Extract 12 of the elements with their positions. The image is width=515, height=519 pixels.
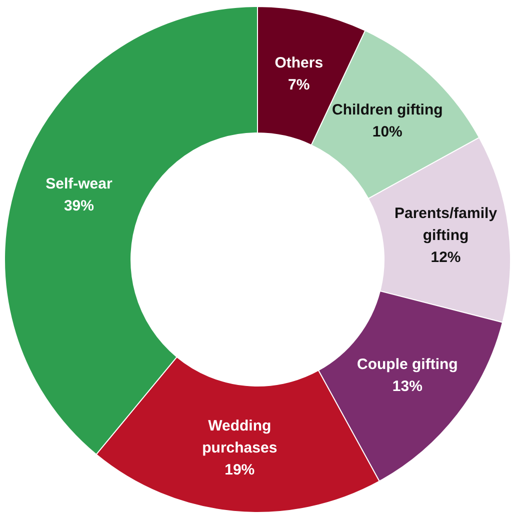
data-label: 7% — [288, 76, 310, 94]
slice-label: Parents/family gifting — [394, 204, 498, 244]
slice-label: Others — [274, 54, 324, 72]
slice-label: Wedding purchases — [202, 418, 278, 457]
data-label: 19% — [224, 462, 255, 479]
data-label: 13% — [392, 378, 422, 395]
slice-label: Couple gifting — [357, 356, 458, 373]
data-label: 39% — [64, 197, 94, 214]
data-label: 10% — [372, 123, 402, 140]
slice-label: Children gifting — [332, 101, 443, 118]
data-label: 12% — [430, 248, 461, 266]
slice-label: Self-wear — [46, 175, 112, 192]
